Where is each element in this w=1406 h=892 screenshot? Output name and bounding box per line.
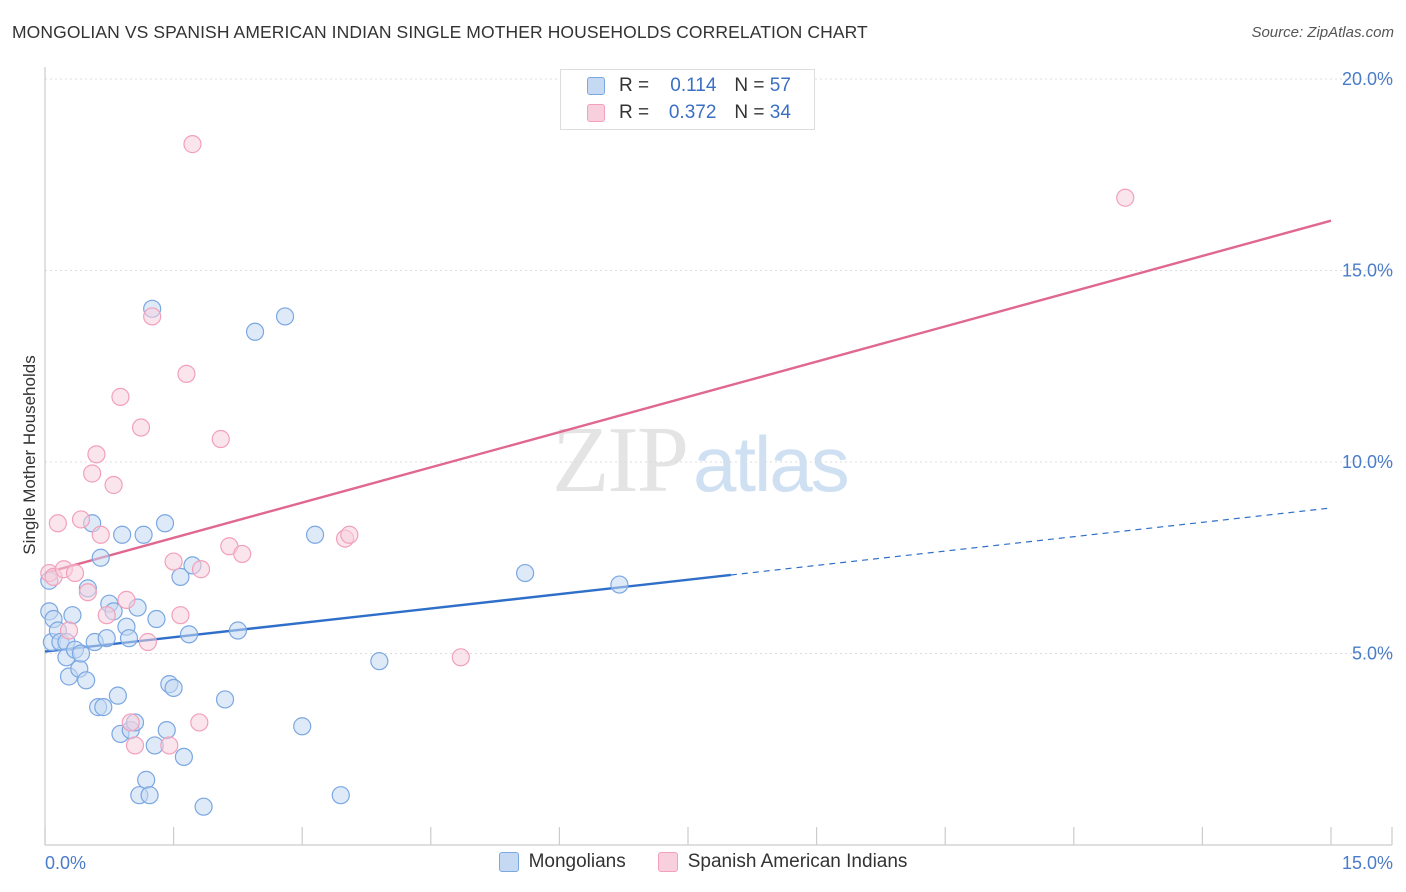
point-mongolians <box>147 609 166 629</box>
point-spanish-american-indians <box>451 648 470 667</box>
legend-n-label: N = <box>734 75 765 96</box>
point-spanish-american-indians <box>211 429 230 449</box>
legend-n-label: N = <box>734 102 765 123</box>
trend-lines <box>44 219 1332 653</box>
point-spanish-american-indians <box>71 510 91 529</box>
legend-r-label: R = <box>619 75 650 96</box>
point-mongolians <box>140 786 159 805</box>
point-mongolians <box>370 652 389 671</box>
point-mongolians <box>331 786 350 805</box>
point-mongolians <box>305 525 325 544</box>
point-mongolians <box>91 548 110 567</box>
point-mongolians <box>113 525 132 544</box>
grid-lines <box>45 78 1392 654</box>
point-mongolians <box>94 698 113 717</box>
point-spanish-american-indians <box>143 307 162 326</box>
legend-r-label: R = <box>619 102 650 123</box>
x-tick-label: 15.0% <box>1342 853 1393 873</box>
legend-row-spanish-american-indians: R = 0.372 N = 34 <box>587 101 791 125</box>
point-mongolians <box>171 567 190 587</box>
watermark-atlas: atlas <box>693 420 850 508</box>
axes <box>44 67 1393 846</box>
chart-title: MONGOLIAN VS SPANISH AMERICAN INDIAN SIN… <box>12 22 868 42</box>
point-mongolians <box>108 686 127 705</box>
legend-label-mongolians: Mongolians <box>528 851 626 872</box>
point-spanish-american-indians <box>91 525 110 544</box>
point-spanish-american-indians <box>97 606 116 625</box>
point-mongolians <box>63 606 82 625</box>
point-mongolians <box>179 625 199 644</box>
point-spanish-american-indians <box>131 418 151 437</box>
point-spanish-american-indians <box>340 525 359 544</box>
point-spanish-american-indians <box>87 445 106 464</box>
legend-label-spanish-american-indians: Spanish American Indians <box>687 851 908 872</box>
point-spanish-american-indians <box>190 713 209 732</box>
tick-labels: 5.0% 10.0% 15.0% 20.0% 0.0% 15.0% <box>45 69 1393 873</box>
watermark-zip: ZIP <box>552 408 689 512</box>
point-mongolians <box>157 720 176 740</box>
point-spanish-american-indians <box>191 560 211 579</box>
point-spanish-american-indians <box>160 736 179 755</box>
trend-line-mongolians-extension <box>730 507 1332 576</box>
point-mongolians <box>275 307 295 326</box>
point-mongolians <box>97 629 116 648</box>
watermark: ZIPatlas <box>552 405 850 514</box>
legend-r-value: 0.372 <box>668 102 717 123</box>
legend-swatch-mongolians <box>498 852 519 872</box>
point-spanish-american-indians <box>171 606 190 625</box>
y-tick-label: 15.0% <box>1342 261 1393 281</box>
point-spanish-american-indians <box>121 713 140 732</box>
point-spanish-american-indians <box>164 552 183 571</box>
point-mongolians <box>77 671 96 690</box>
point-spanish-american-indians <box>1116 188 1135 207</box>
point-spanish-american-indians <box>83 464 102 483</box>
legend-row-mongolians: R = 0.114 N = 57 <box>587 74 791 98</box>
legend-swatch-spanish-american-indians <box>657 852 678 872</box>
x-tick-label: 0.0% <box>45 853 86 873</box>
y-tick-label: 10.0% <box>1342 452 1393 472</box>
point-mongolians <box>245 322 265 341</box>
point-spanish-american-indians <box>111 387 130 406</box>
point-spanish-american-indians <box>177 364 196 384</box>
y-tick-label: 5.0% <box>1352 644 1393 664</box>
point-spanish-american-indians <box>65 563 85 583</box>
point-mongolians <box>71 644 91 663</box>
series-legend: Mongolians Spanish American Indians <box>0 851 1406 873</box>
point-spanish-american-indians <box>48 514 67 533</box>
source-label: Source: ZipAtlas.com <box>1251 24 1394 41</box>
legend-item-mongolians[interactable]: Mongolians <box>498 851 626 873</box>
point-mongolians <box>610 575 629 594</box>
point-mongolians <box>134 525 153 544</box>
point-mongolians <box>194 797 213 816</box>
y-tick-label: 20.0% <box>1342 69 1393 89</box>
correlation-legend: R = 0.114 N = 57 R = 0.372 N = 34 <box>560 69 815 130</box>
point-mongolians <box>215 690 235 709</box>
point-mongolians <box>119 629 139 648</box>
point-mongolians <box>137 770 156 789</box>
point-spanish-american-indians <box>59 621 79 640</box>
point-mongolians <box>516 563 535 583</box>
data-points <box>40 135 1135 816</box>
point-mongolians <box>174 747 193 767</box>
legend-n-value: 57 <box>769 75 791 96</box>
point-spanish-american-indians <box>125 736 145 755</box>
point-mongolians <box>155 514 175 533</box>
point-spanish-american-indians <box>117 590 136 609</box>
point-mongolians <box>228 621 247 640</box>
legend-item-spanish-american-indians[interactable]: Spanish American Indians <box>657 851 908 873</box>
point-spanish-american-indians <box>233 544 252 564</box>
point-spanish-american-indians <box>104 475 123 495</box>
legend-r-value: 0.114 <box>670 75 717 96</box>
legend-swatch-mongolians <box>587 77 605 95</box>
point-spanish-american-indians <box>183 135 202 154</box>
point-spanish-american-indians <box>78 583 97 602</box>
trend-line-spanish-american-indians <box>44 219 1332 575</box>
point-mongolians <box>293 717 312 736</box>
point-mongolians <box>164 678 183 698</box>
point-spanish-american-indians <box>138 632 157 652</box>
legend-swatch-spanish-american-indians <box>587 104 605 122</box>
legend-n-value: 34 <box>769 102 791 123</box>
